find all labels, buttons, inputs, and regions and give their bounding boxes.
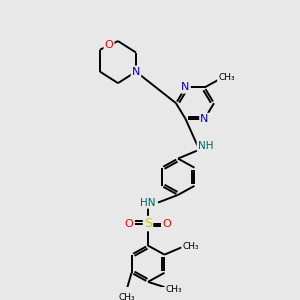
Text: N: N bbox=[200, 114, 209, 124]
Text: CH₃: CH₃ bbox=[118, 293, 135, 300]
Text: HN: HN bbox=[140, 198, 156, 208]
Text: O: O bbox=[163, 219, 171, 229]
Text: N: N bbox=[132, 67, 140, 77]
Text: O: O bbox=[124, 219, 134, 229]
Text: O: O bbox=[105, 40, 113, 50]
Text: N: N bbox=[181, 82, 190, 92]
Text: NH: NH bbox=[198, 141, 213, 151]
Text: CH₃: CH₃ bbox=[182, 242, 199, 251]
Text: CH₃: CH₃ bbox=[166, 285, 182, 294]
Text: CH₃: CH₃ bbox=[218, 74, 235, 82]
Text: S: S bbox=[144, 217, 152, 230]
